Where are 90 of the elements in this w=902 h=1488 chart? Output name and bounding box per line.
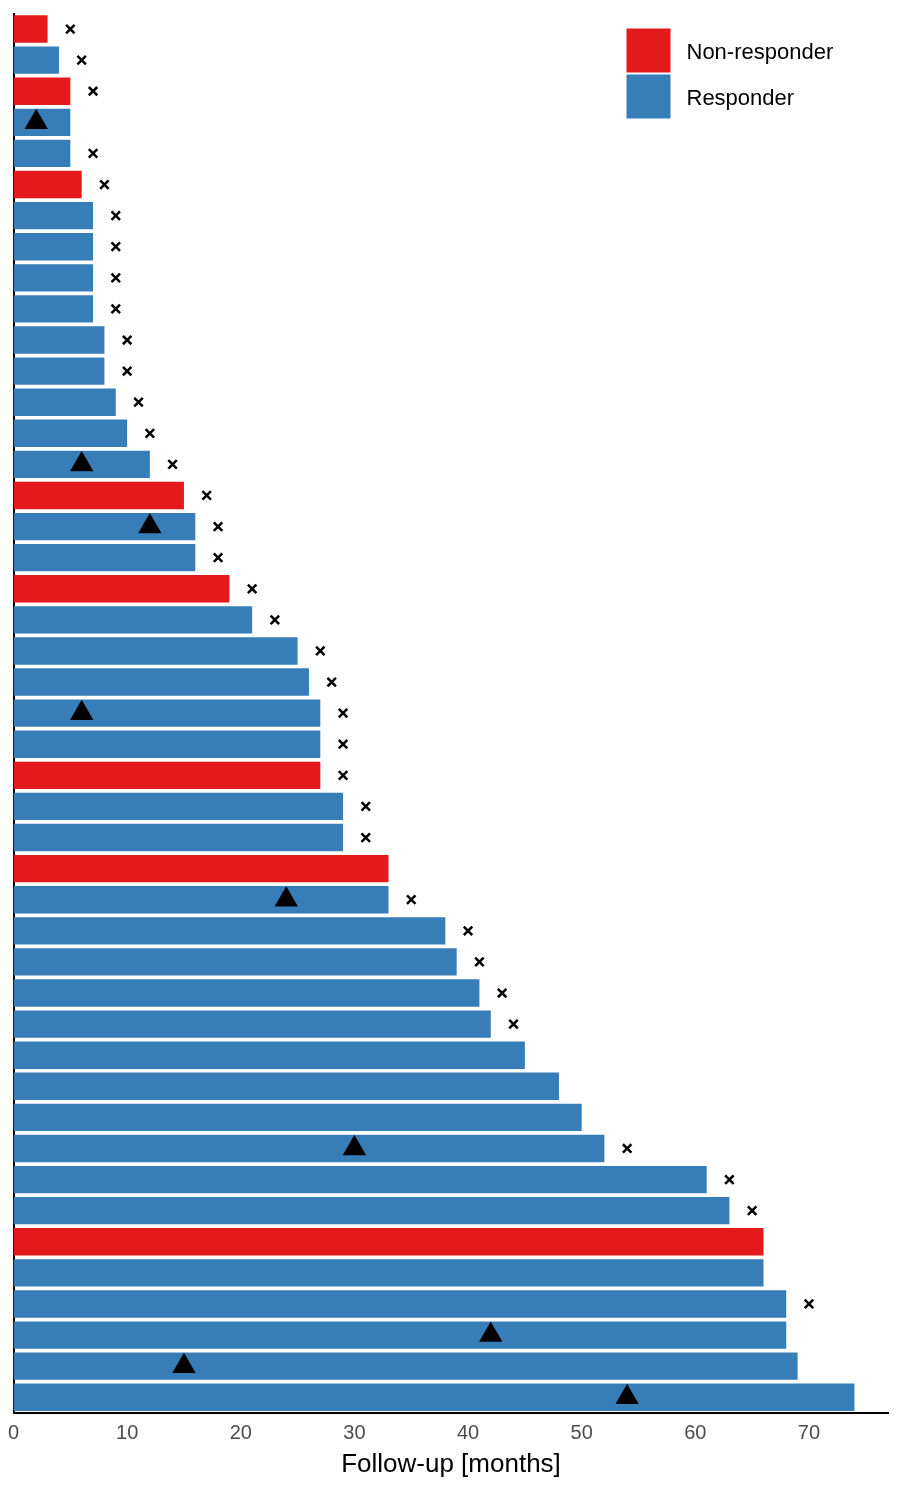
bar: [13, 979, 480, 1007]
legend-label: Non-responder: [686, 38, 834, 64]
x-axis-title: Follow-up [months]: [341, 1447, 561, 1478]
point: [76, 54, 88, 66]
bar: [13, 1041, 525, 1069]
bar: [13, 388, 116, 416]
point: [337, 738, 349, 750]
x-tick-label: 70: [797, 1421, 821, 1444]
bar: [13, 1134, 605, 1163]
x-tick-label: 20: [229, 1421, 252, 1444]
point: [133, 396, 144, 408]
bar: [13, 761, 321, 790]
x-tick-label: 50: [570, 1421, 593, 1444]
bar: [13, 948, 457, 976]
bar: [13, 699, 321, 727]
point: [246, 583, 258, 595]
bar: [13, 1072, 559, 1100]
bar: [13, 170, 82, 199]
bar: [13, 419, 128, 447]
point: [110, 272, 122, 284]
bar: [13, 1259, 764, 1287]
point: [803, 1298, 815, 1310]
point: [621, 1142, 633, 1154]
bar: [13, 668, 309, 696]
point: [314, 645, 326, 657]
bar: [13, 326, 105, 354]
point: [360, 800, 372, 812]
point: [723, 1174, 735, 1186]
point: [98, 179, 110, 191]
point: [462, 925, 474, 937]
point: [746, 1205, 758, 1217]
bar: [13, 295, 94, 323]
x-tick-label: 40: [456, 1421, 480, 1444]
bar: [13, 15, 48, 43]
bar: [13, 450, 150, 479]
bar: [13, 1383, 855, 1411]
point: [110, 303, 122, 315]
bar: [13, 201, 94, 230]
point: [110, 210, 122, 222]
bar: [13, 77, 71, 105]
x-tick-label: 10: [116, 1421, 139, 1444]
point: [121, 334, 133, 346]
point: [508, 1018, 519, 1030]
bar: [13, 637, 298, 665]
point: [337, 707, 349, 719]
bar: [13, 139, 71, 168]
bar: [13, 264, 94, 292]
bar: [13, 792, 344, 821]
bar: [13, 481, 184, 510]
point: [87, 147, 99, 159]
point: [473, 956, 485, 968]
bar: [13, 606, 253, 634]
bar: [13, 1010, 491, 1038]
bar: [13, 1103, 582, 1132]
point: [144, 427, 156, 439]
bar: [13, 1165, 707, 1194]
bar: [13, 917, 446, 945]
bar: [13, 512, 196, 541]
bar: [13, 46, 59, 74]
point: [121, 365, 133, 377]
bar: [13, 1290, 787, 1318]
point: [87, 85, 99, 97]
point: [201, 489, 213, 501]
point: [212, 552, 224, 564]
point: [269, 614, 281, 626]
legend-label: Responder: [686, 84, 795, 110]
point: [212, 521, 224, 533]
x-tick-label: 30: [343, 1421, 366, 1444]
bar: [13, 1228, 764, 1256]
x-tick-label: 0: [7, 1421, 20, 1444]
bar: [13, 823, 344, 852]
bar: [13, 543, 196, 572]
bar: [13, 357, 105, 385]
bar: [13, 730, 321, 758]
bar: [13, 1197, 730, 1225]
bar: [13, 1352, 798, 1380]
point: [496, 987, 508, 999]
point: [360, 832, 372, 844]
bar: [13, 575, 230, 603]
point: [405, 894, 417, 906]
bar: [13, 1321, 787, 1349]
point: [326, 676, 338, 688]
bar: [13, 233, 94, 261]
bar: [13, 886, 389, 914]
point: [64, 23, 76, 35]
point: [167, 458, 179, 470]
point: [337, 769, 349, 781]
point: [110, 241, 122, 253]
bar: [13, 854, 389, 883]
x-tick-label: 60: [684, 1421, 707, 1444]
